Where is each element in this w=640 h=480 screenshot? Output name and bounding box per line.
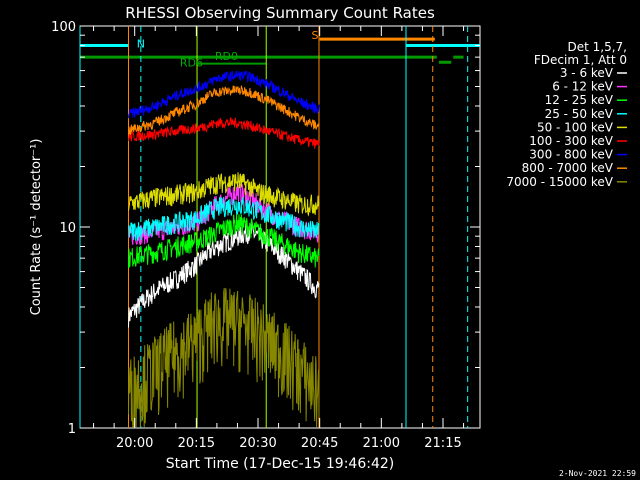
legend-entry: 300 - 800 keV	[529, 148, 613, 162]
footer-date: 2-Nov-2021 22:59	[559, 469, 636, 478]
x-tick-label: 20:00	[116, 436, 153, 451]
legend-entry: 25 - 50 keV	[545, 107, 614, 121]
y-axis-label: Count Rate (s⁻¹ detector⁻¹)	[29, 139, 44, 316]
annotation-label: RD6	[180, 56, 203, 69]
legend-header: FDecim 1, Att 0	[534, 53, 627, 67]
x-tick-label: 21:15	[424, 436, 461, 451]
annotation-label: S	[311, 29, 318, 42]
series-line	[128, 213, 320, 269]
x-axis-label: Start Time (17-Dec-15 19:46:42)	[166, 456, 394, 472]
series-line	[128, 85, 320, 136]
legend-entry: 50 - 100 keV	[537, 120, 614, 134]
series-line	[128, 117, 320, 149]
series-layer	[128, 70, 320, 428]
x-tick-label: 21:00	[363, 436, 400, 451]
legend-entry: 100 - 300 keV	[529, 134, 613, 148]
annotation-label: RD0	[215, 50, 238, 63]
legend-header: Det 1,5,7,	[568, 40, 628, 54]
x-tick-label: 20:45	[301, 436, 338, 451]
y-tick-label: 100	[51, 20, 76, 35]
legend-entry: 6 - 12 keV	[552, 80, 614, 94]
legend-entry: 800 - 7000 keV	[522, 161, 614, 175]
annotation-label: N	[137, 37, 145, 50]
x-tick-label: 20:30	[239, 436, 276, 451]
chart-title: RHESSI Observing Summary Count Rates	[125, 4, 435, 22]
series-line	[128, 223, 320, 328]
tick-layer: 1 10 100 20:00 20:15 20:30 20:45 21:00 21:15	[51, 20, 480, 451]
series-line	[128, 172, 320, 217]
state-bars: N S RD6 RD0	[79, 26, 480, 428]
series-line	[128, 70, 320, 119]
y-tick-label: 1	[68, 422, 76, 437]
legend-entry: 7000 - 15000 keV	[506, 175, 613, 189]
x-tick-label: 20:15	[178, 436, 215, 451]
series-line	[128, 196, 320, 241]
series-line	[128, 287, 320, 428]
legend-entry: 3 - 6 keV	[560, 66, 614, 80]
y-tick-label: 10	[59, 221, 76, 236]
legend-entry: 12 - 25 keV	[545, 93, 614, 107]
